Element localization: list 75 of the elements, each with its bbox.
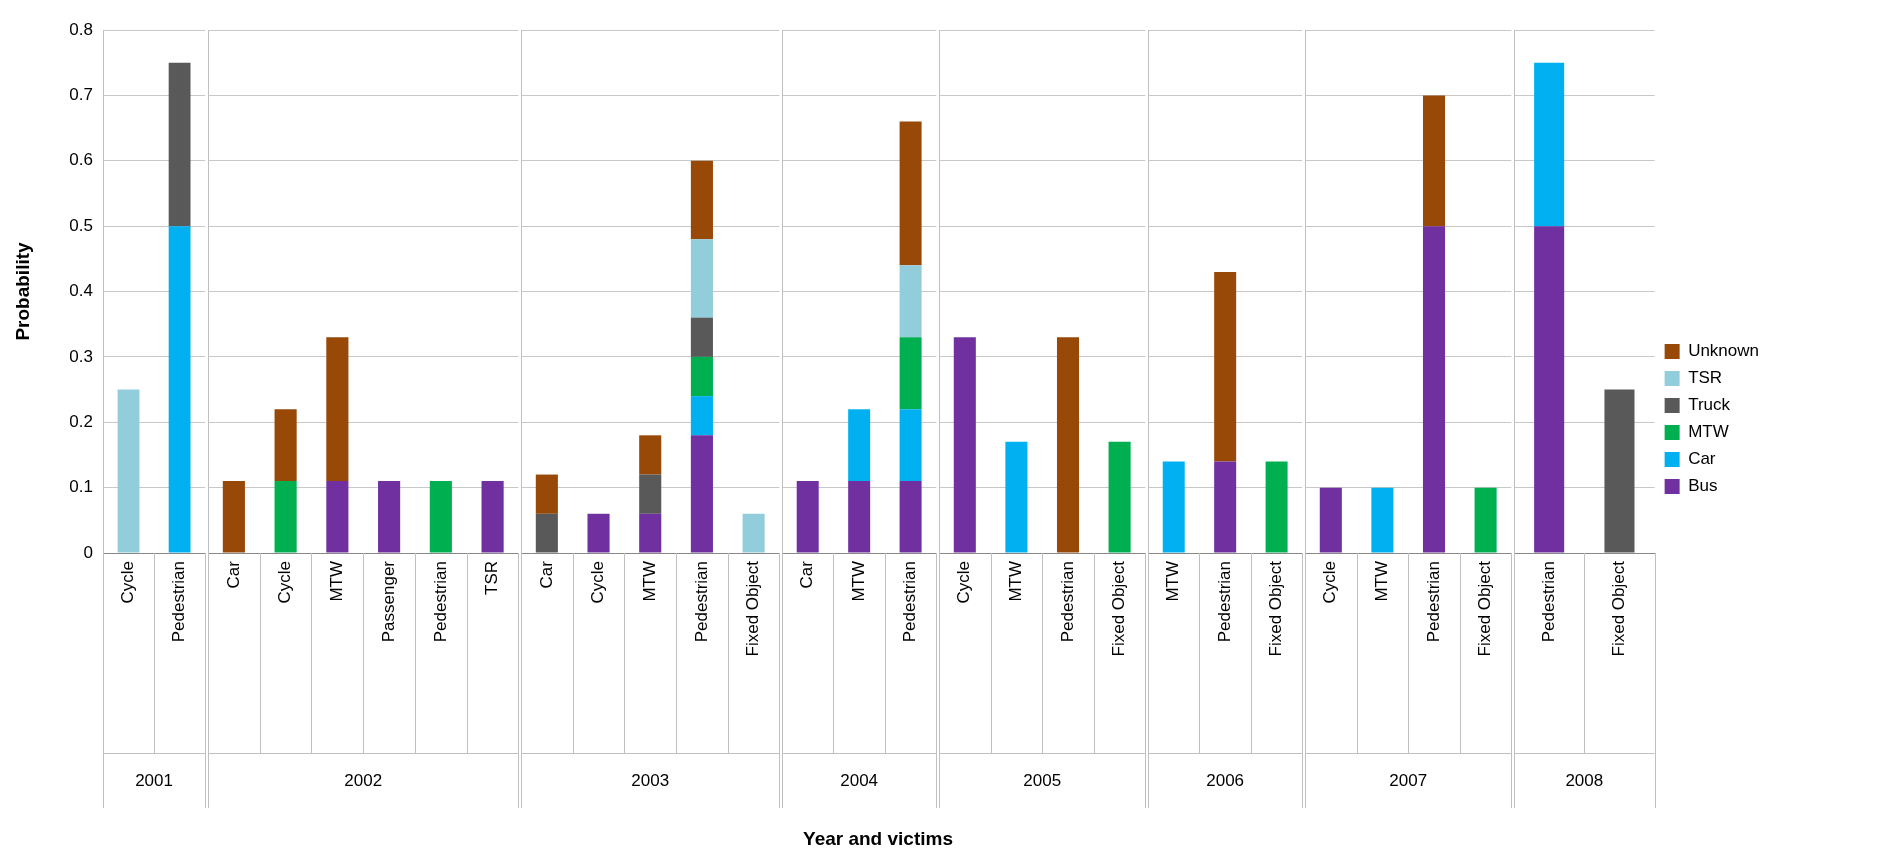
x-tick-label: Cycle [954, 561, 974, 604]
x-tick-label: Pedestrian [1423, 561, 1443, 643]
bar [690, 317, 713, 357]
y-tick-label: 0.4 [69, 281, 93, 301]
x-tick-label: MTW [327, 561, 347, 602]
x-tick-label: MTW [1163, 561, 1183, 602]
x-tick-label: TSR [482, 561, 502, 595]
x-tick-label: Pedestrian [900, 561, 920, 643]
bar [639, 474, 662, 514]
x-axis-title: 2002 [344, 771, 383, 791]
x-tick-label: Pedestrian [169, 561, 189, 643]
bar [587, 513, 610, 553]
bar [848, 481, 871, 553]
x-tick-label: Passenger [378, 560, 398, 643]
x-axis-title: 2006 [1206, 771, 1245, 791]
bar [899, 265, 922, 338]
x-tick-label: MTW [639, 561, 659, 602]
text: Year and victims [803, 828, 953, 850]
bar [639, 513, 662, 553]
y-tick-label: 0.2 [69, 411, 93, 431]
x-axis-title: 2003 [631, 771, 670, 791]
y-tick-label: 0.5 [69, 215, 93, 235]
x-tick-label: Pedestrian [1538, 561, 1558, 643]
bar [742, 513, 765, 553]
legend-label: Unknown [1688, 341, 1759, 361]
x-axis-title: 2001 [135, 771, 173, 791]
legend-label: MTW [1688, 422, 1729, 442]
x-axis-title: 2008 [1565, 771, 1604, 791]
x-tick-label: Cycle [1320, 561, 1340, 604]
x-tick-label: Car [797, 560, 817, 589]
bar [690, 160, 713, 240]
x-tick-label: Fixed Object [1475, 560, 1495, 657]
y-tick-label: 0.1 [69, 477, 93, 497]
x-tick-label: Fixed Object [743, 560, 763, 657]
x-tick-label: Cycle [275, 561, 295, 604]
legend-label: Car [1688, 449, 1716, 469]
bar [690, 239, 713, 318]
x-tick-label: MTW [1006, 561, 1026, 602]
x-tick-label: Car [536, 560, 556, 589]
bar [899, 481, 922, 553]
x-tick-label: Fixed Object [1109, 560, 1129, 657]
bar [899, 121, 922, 266]
x-tick-label: Cycle [588, 561, 608, 604]
bar [690, 356, 713, 397]
legend-label: TSR [1688, 368, 1723, 388]
bar [535, 513, 558, 553]
x-tick-label: Fixed Object [1609, 560, 1629, 657]
legend-label: Bus [1688, 476, 1718, 496]
bar [690, 435, 713, 553]
x-tick-label: Pedestrian [430, 561, 450, 643]
bar [535, 474, 558, 514]
bar [690, 396, 713, 436]
legend-label: Truck [1688, 395, 1731, 415]
y-tick-label: 0.3 [69, 346, 93, 366]
x-tick-label: Pedestrian [1214, 561, 1234, 643]
x-tick-label: Cycle [118, 561, 138, 604]
y-axis-title: Probability [11, 241, 33, 341]
y-tick-label: 0 [83, 542, 93, 562]
y-tick-label: 0.7 [69, 85, 93, 105]
x-tick-label: Pedestrian [691, 561, 711, 643]
y-tick-label: 0.6 [69, 150, 93, 170]
x-tick-label: Fixed Object [1266, 560, 1286, 657]
bar [899, 337, 922, 410]
x-tick-label: Car [223, 560, 243, 589]
x-axis-title: 2004 [840, 771, 879, 791]
bar [848, 409, 871, 482]
bar [639, 435, 662, 475]
x-axis-title: 2007 [1389, 771, 1428, 791]
bar [796, 481, 819, 553]
bar [899, 409, 922, 482]
x-axis-title: 2005 [1023, 771, 1062, 791]
y-tick-label: 0.8 [69, 19, 93, 39]
x-tick-label: MTW [848, 561, 868, 602]
x-tick-label: MTW [1372, 561, 1392, 602]
x-tick-label: Pedestrian [1057, 561, 1077, 643]
